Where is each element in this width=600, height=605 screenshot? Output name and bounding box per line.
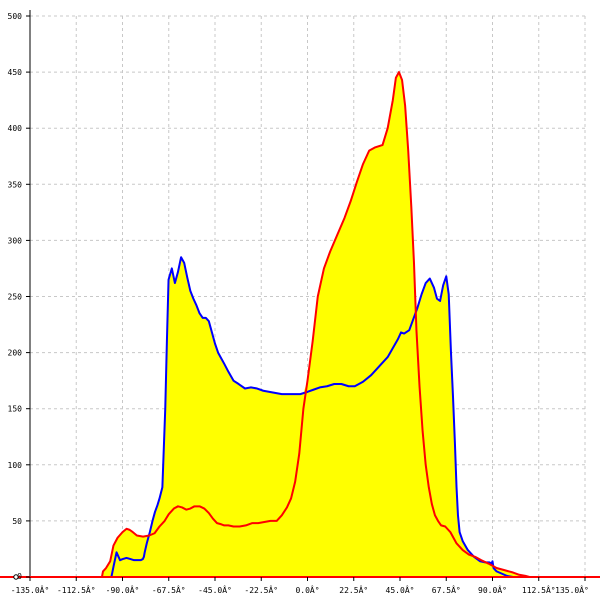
axes: [0, 10, 600, 581]
yellow-fill-area: [101, 72, 530, 577]
x-tick-label: 112.5Â°: [522, 584, 556, 595]
x-tick-label: -67.5Â°: [152, 584, 186, 595]
series-lines: [100, 71, 530, 578]
y-tick-label: 100: [8, 461, 23, 470]
y-tick-label: 200: [8, 349, 23, 358]
series-line-2: [100, 71, 530, 578]
y-tick-label: 350: [8, 180, 23, 189]
series-line-1: [101, 256, 526, 578]
y-tick-label: 300: [8, 236, 23, 245]
y-tick-label: 500: [8, 12, 23, 21]
y-tick-label: 450: [8, 68, 23, 77]
y-tick-label: 50: [12, 517, 22, 526]
x-tick-label: -135.0Â°: [11, 584, 50, 595]
y-tick-label: 150: [8, 405, 23, 414]
x-tick-label: 67.5Â°: [432, 584, 461, 595]
y-axis-tick-labels: 0 50 100 150 200 250 300 350 400 450 500: [8, 12, 23, 581]
y-tick-label: 250: [8, 293, 23, 302]
x-tick-label: -45.0Â°: [198, 584, 232, 595]
grid-lines: [29, 15, 586, 578]
x-tick-label: -90.0Â°: [106, 584, 140, 595]
x-tick-label: 45.0Â°: [386, 584, 415, 595]
x-axis-tick-labels: -135.0Â° -112.5Â° -90.0Â° -67.5Â° -45.0Â° -22…: [11, 584, 589, 595]
filled-area: [101, 72, 530, 577]
origin-marker: [13, 574, 19, 580]
x-tick-label: 135.0Â°: [555, 584, 589, 595]
x-tick-label: -22.5Â°: [244, 584, 278, 595]
x-tick-label: 22.5Â°: [339, 584, 368, 595]
y-tick-label: 400: [8, 124, 23, 133]
x-tick-label: 90.0Â°: [478, 584, 507, 595]
x-tick-label: 0.0Â°: [295, 584, 319, 595]
x-tick-label: -112.5Â°: [57, 584, 96, 595]
y-tick-label: 0: [17, 572, 22, 581]
